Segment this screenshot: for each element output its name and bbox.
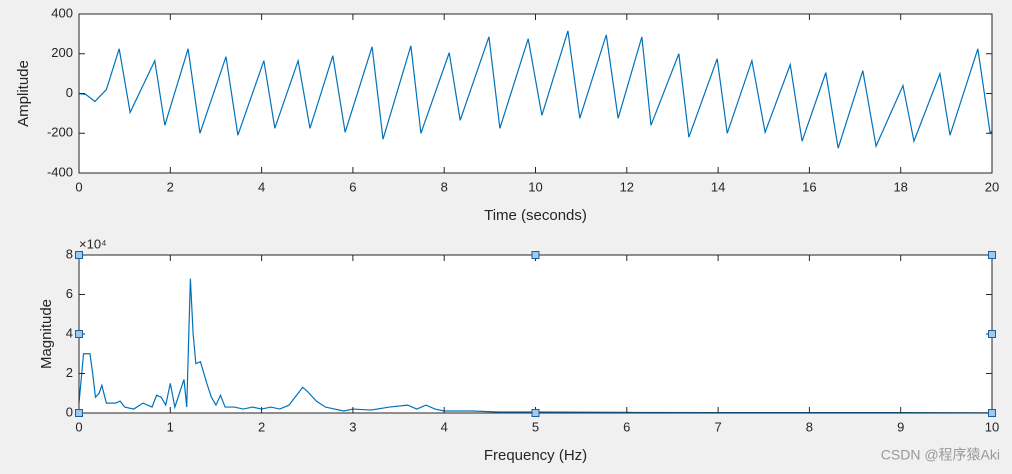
y-tick-label: 8 bbox=[66, 246, 73, 261]
x-tick-label: 0 bbox=[75, 419, 82, 434]
selection-handle bbox=[988, 251, 996, 259]
x-tick-label: 8 bbox=[806, 419, 813, 434]
x-tick-label: 6 bbox=[349, 179, 356, 194]
y-tick-label: 400 bbox=[51, 5, 73, 20]
selection-handle bbox=[75, 330, 83, 338]
selection-handle bbox=[75, 409, 83, 417]
x-tick-label: 4 bbox=[258, 179, 265, 194]
y-tick-label: 0 bbox=[66, 404, 73, 419]
x-tick-label: 9 bbox=[897, 419, 904, 434]
x-tick-label: 14 bbox=[711, 179, 725, 194]
y-tick-label: 200 bbox=[51, 45, 73, 60]
x-tick-label: 3 bbox=[349, 419, 356, 434]
axes-background bbox=[79, 255, 992, 413]
x-tick-label: 4 bbox=[441, 419, 448, 434]
y-tick-label: -400 bbox=[47, 164, 73, 179]
x-tick-label: 1 bbox=[167, 419, 174, 434]
x-tick-label: 20 bbox=[985, 179, 999, 194]
x-tick-label: 2 bbox=[167, 179, 174, 194]
y-exponent: ×10⁴ bbox=[79, 236, 107, 251]
data-line bbox=[78, 278, 993, 414]
y-tick-label: -200 bbox=[47, 125, 73, 140]
y-axis-label: Amplitude bbox=[15, 60, 32, 127]
x-tick-label: 6 bbox=[623, 419, 630, 434]
x-tick-label: 0 bbox=[75, 179, 82, 194]
y-tick-label: 0 bbox=[66, 85, 73, 100]
x-tick-label: 5 bbox=[532, 419, 539, 434]
selection-handle bbox=[988, 409, 996, 417]
y-axis-label: Magnitude bbox=[38, 299, 55, 369]
x-tick-label: 10 bbox=[528, 179, 542, 194]
watermark: CSDN @程序猿Aki bbox=[881, 447, 1000, 463]
selection-handle bbox=[75, 251, 83, 259]
data-line bbox=[78, 30, 993, 149]
x-tick-label: 12 bbox=[620, 179, 634, 194]
selection-handle bbox=[988, 330, 996, 338]
x-tick-label: 2 bbox=[258, 419, 265, 434]
y-tick-label: 4 bbox=[66, 325, 73, 340]
x-tick-label: 16 bbox=[802, 179, 816, 194]
x-tick-label: 8 bbox=[441, 179, 448, 194]
x-tick-label: 7 bbox=[714, 419, 721, 434]
selection-handle bbox=[531, 251, 540, 259]
selection-handle bbox=[531, 409, 540, 417]
y-tick-label: 2 bbox=[66, 365, 73, 380]
x-axis-label: Frequency (Hz) bbox=[484, 447, 587, 464]
x-tick-label: 10 bbox=[985, 419, 999, 434]
y-tick-label: 6 bbox=[66, 286, 73, 301]
x-axis-label: Time (seconds) bbox=[484, 207, 587, 224]
x-tick-label: 18 bbox=[893, 179, 907, 194]
